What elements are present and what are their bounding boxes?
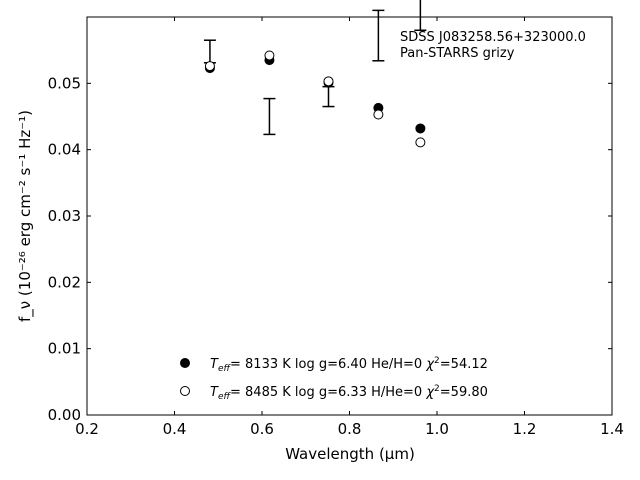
y-tick-label: 0.05 <box>48 74 81 92</box>
legend-entry-1: Teff= 8133 K log g=6.40 He/H=0 χ2=54.12 <box>210 356 488 374</box>
x-tick-label: 0.2 <box>75 420 99 438</box>
x-tick-label: 1.2 <box>513 420 537 438</box>
y-axis-label: f_ν (10⁻²⁶ erg cm⁻² s⁻¹ Hz⁻¹) <box>16 110 35 322</box>
annotation-line-2: Pan-STARRS grizy <box>400 46 515 61</box>
x-tick-label: 1.0 <box>425 420 449 438</box>
plot-marks <box>203 0 427 148</box>
legend: Teff= 8133 K log g=6.40 He/H=0 χ2=54.12 … <box>180 356 488 402</box>
model-point-open <box>415 137 426 148</box>
legend-marker-open <box>180 386 190 396</box>
legend-1-chi: =54.12 <box>440 357 488 372</box>
y-tick-label: 0.02 <box>48 273 81 291</box>
model-point-open <box>373 109 384 120</box>
axis-ticks: 0.2 0.4 0.6 0.8 1.0 1.2 1.4 0.00 0.01 0.02 0.03 0.0… <box>48 17 624 438</box>
model-point-open <box>204 61 215 72</box>
legend-marker-filled <box>180 358 190 368</box>
y-tick-label: 0.01 <box>48 340 81 358</box>
legend-entry-2: Teff= 8485 K log g=6.33 H/He=0 χ2=59.80 <box>210 384 488 402</box>
legend-1-teff: 8133 K <box>245 357 291 372</box>
x-tick-label: 0.8 <box>338 420 362 438</box>
legend-1-comp: He/H=0 <box>371 357 422 372</box>
legend-1-logg: log g=6.40 <box>295 357 367 372</box>
legend-2-comp: H/He=0 <box>371 385 422 400</box>
annotation-line-1: SDSS J083258.56+323000.0 <box>400 30 586 45</box>
x-tick-label: 0.6 <box>250 420 274 438</box>
legend-2-chi: =59.80 <box>440 385 488 400</box>
x-axis-label: Wavelength (μm) <box>285 445 415 463</box>
plot-frame <box>86 16 613 416</box>
y-tick-label: 0.04 <box>48 141 81 159</box>
legend-2-teff: 8485 K <box>245 385 291 400</box>
legend-2-logg: log g=6.33 <box>295 385 367 400</box>
model-point-open <box>323 76 334 87</box>
y-tick-label: 0.00 <box>48 406 81 424</box>
x-tick-label: 1.4 <box>600 420 624 438</box>
x-tick-label: 0.4 <box>163 420 187 438</box>
model-point-open <box>264 50 275 61</box>
model-point-filled <box>415 123 426 134</box>
annotation: SDSS J083258.56+323000.0 Pan-STARRS griz… <box>400 30 586 61</box>
y-tick-label: 0.03 <box>48 207 81 225</box>
